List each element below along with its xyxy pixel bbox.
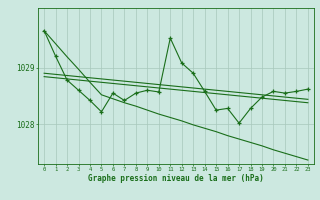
X-axis label: Graphe pression niveau de la mer (hPa): Graphe pression niveau de la mer (hPa) xyxy=(88,174,264,183)
